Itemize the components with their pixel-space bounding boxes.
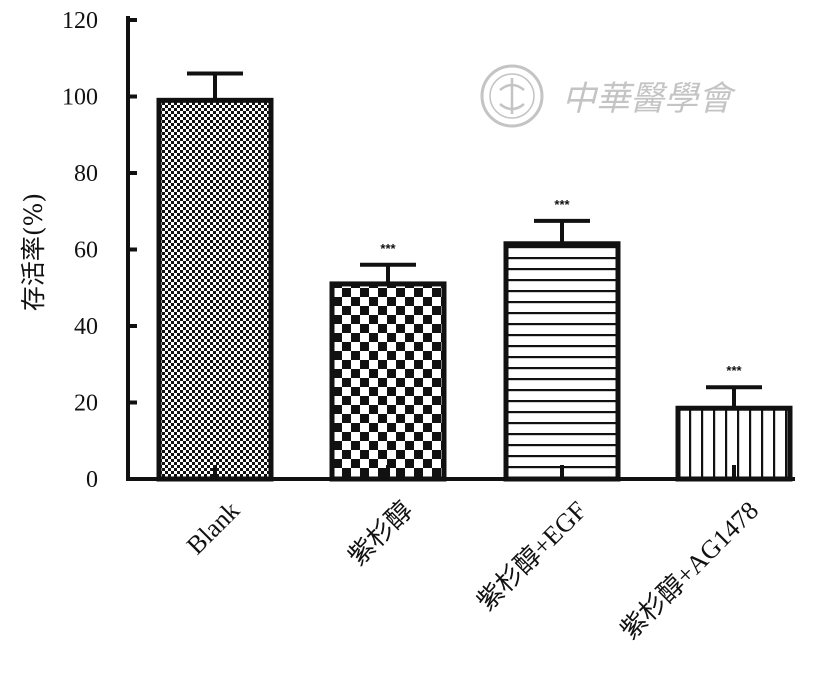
x-tick-label: 紫杉醇+EGF bbox=[471, 496, 592, 617]
significance-label: *** bbox=[726, 363, 742, 378]
bar bbox=[675, 405, 793, 482]
watermark-seal-icon bbox=[480, 64, 544, 128]
watermark-text: 中華醫學會 bbox=[562, 79, 737, 119]
y-tick-label: 60 bbox=[74, 238, 98, 264]
bar bbox=[503, 241, 621, 482]
watermark: 中華醫學會 bbox=[480, 64, 737, 128]
significance-label: *** bbox=[554, 197, 570, 212]
y-tick-label: 40 bbox=[74, 314, 98, 340]
y-tick-label: 120 bbox=[62, 8, 98, 34]
y-tick-label: 0 bbox=[86, 467, 98, 493]
y-tick-label: 80 bbox=[74, 161, 98, 187]
y-tick-label: 100 bbox=[62, 85, 98, 111]
x-tick-label: 紫杉醇+AG1478 bbox=[615, 496, 764, 645]
x-tick-label: 紫杉醇 bbox=[343, 496, 419, 572]
x-tick-label: Blank bbox=[181, 496, 245, 560]
y-axis-label: 存活率(%) bbox=[19, 193, 48, 311]
y-tick-label: 20 bbox=[74, 391, 98, 417]
bar bbox=[156, 97, 274, 482]
bar bbox=[329, 281, 447, 482]
significance-label: *** bbox=[380, 241, 396, 256]
